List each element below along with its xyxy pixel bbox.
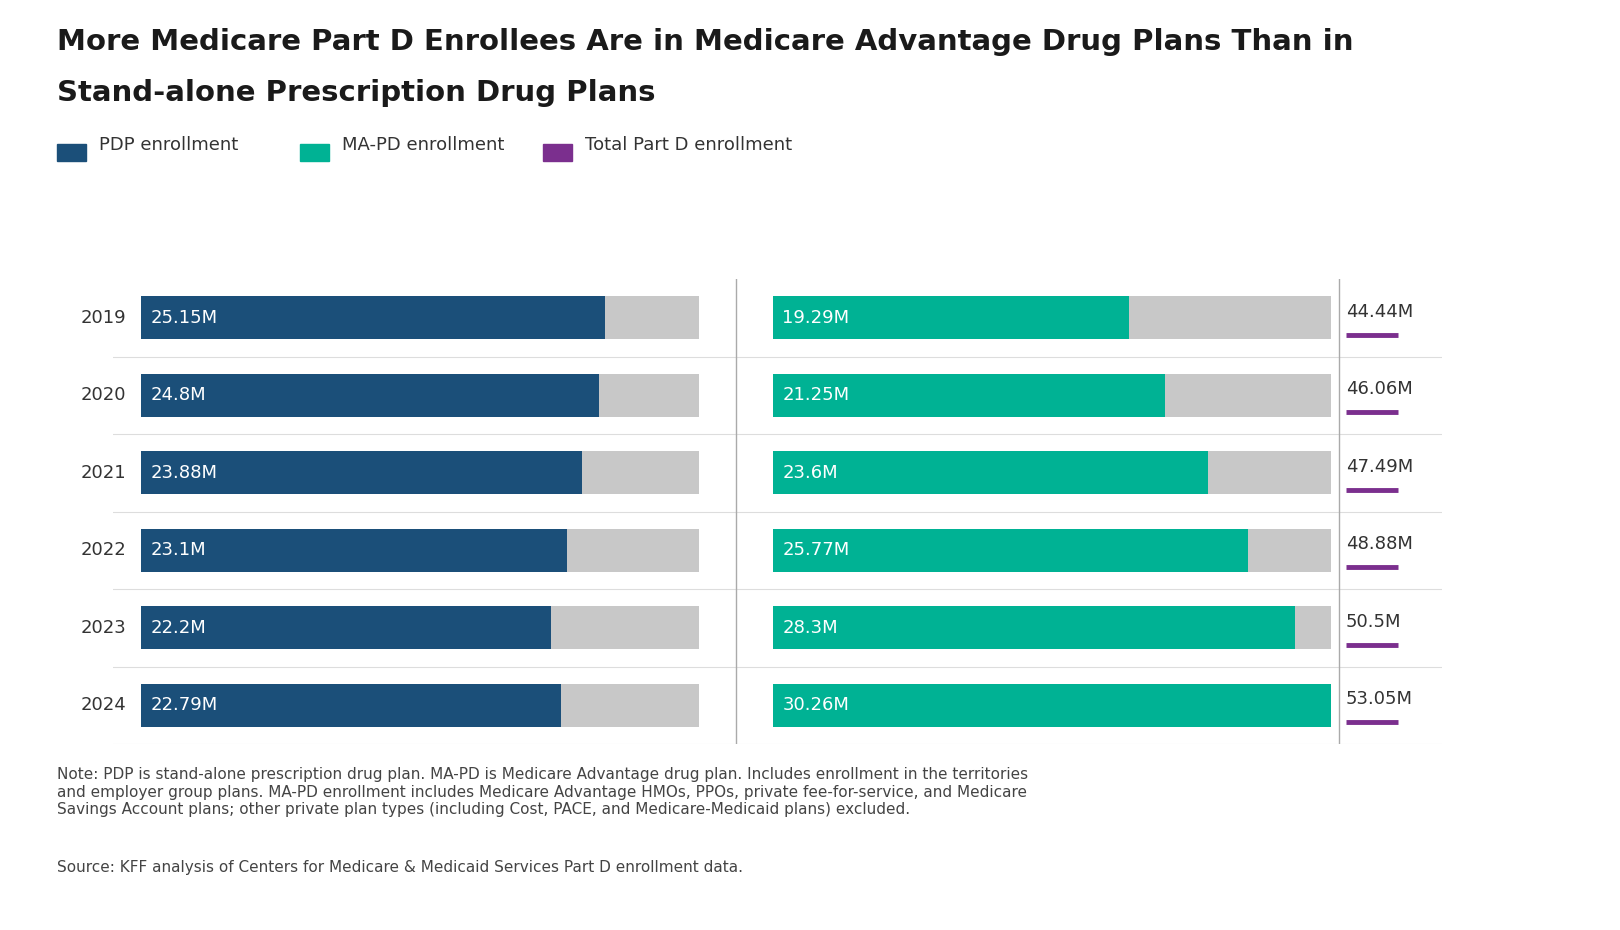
Bar	[773, 684, 1332, 726]
Bar	[773, 451, 1332, 494]
Bar	[773, 684, 1332, 726]
Bar	[141, 529, 567, 572]
Bar	[141, 451, 700, 494]
Text: Stand-alone Prescription Drug Plans: Stand-alone Prescription Drug Plans	[57, 79, 654, 107]
Bar	[773, 529, 1249, 572]
Bar	[773, 606, 1294, 649]
Bar	[141, 297, 604, 339]
Text: 2020: 2020	[81, 386, 126, 405]
Text: Total Part D enrollment: Total Part D enrollment	[585, 137, 792, 154]
Text: 50.5M: 50.5M	[1346, 613, 1401, 631]
Text: 21.25M: 21.25M	[782, 386, 849, 405]
Text: 22.2M: 22.2M	[151, 618, 206, 637]
Text: 44.44M: 44.44M	[1346, 302, 1413, 321]
Bar	[141, 297, 700, 339]
Text: More Medicare Part D Enrollees Are in Medicare Advantage Drug Plans Than in: More Medicare Part D Enrollees Are in Me…	[57, 28, 1353, 56]
Bar	[141, 606, 700, 649]
Bar	[141, 529, 700, 572]
Text: 19.29M: 19.29M	[782, 309, 849, 326]
Bar	[773, 451, 1209, 494]
Text: Note: PDP is stand-alone prescription drug plan. MA-PD is Medicare Advantage dru: Note: PDP is stand-alone prescription dr…	[57, 767, 1027, 817]
Bar	[141, 451, 582, 494]
Bar	[773, 606, 1332, 649]
Bar	[773, 529, 1332, 572]
Text: 23.6M: 23.6M	[782, 464, 838, 482]
Text: Source: KFF analysis of Centers for Medicare & Medicaid Services Part D enrollme: Source: KFF analysis of Centers for Medi…	[57, 860, 742, 875]
Bar	[141, 684, 700, 726]
Text: 47.49M: 47.49M	[1346, 458, 1413, 475]
Text: 2021: 2021	[81, 464, 126, 482]
Text: 53.05M: 53.05M	[1346, 690, 1413, 708]
Text: 24.8M: 24.8M	[151, 386, 206, 405]
Bar	[773, 374, 1332, 417]
Bar	[773, 374, 1165, 417]
Text: 2023: 2023	[81, 618, 126, 637]
Text: 22.79M: 22.79M	[151, 697, 217, 714]
Text: 23.88M: 23.88M	[151, 464, 217, 482]
Bar	[773, 297, 1129, 339]
Text: 25.77M: 25.77M	[782, 541, 849, 559]
Text: 25.15M: 25.15M	[151, 309, 217, 326]
Text: 28.3M: 28.3M	[782, 618, 838, 637]
Text: 2024: 2024	[81, 697, 126, 714]
Text: 2019: 2019	[81, 309, 126, 326]
Text: 23.1M: 23.1M	[151, 541, 206, 559]
Text: 48.88M: 48.88M	[1346, 535, 1413, 553]
Bar	[141, 684, 562, 726]
Text: PDP enrollment: PDP enrollment	[99, 137, 238, 154]
Text: 30.26M: 30.26M	[782, 697, 849, 714]
Text: MA-PD enrollment: MA-PD enrollment	[342, 137, 504, 154]
Bar	[141, 374, 700, 417]
Text: 2022: 2022	[81, 541, 126, 559]
Bar	[141, 374, 598, 417]
Text: 46.06M: 46.06M	[1346, 380, 1413, 398]
Bar	[773, 297, 1332, 339]
Bar	[141, 606, 551, 649]
